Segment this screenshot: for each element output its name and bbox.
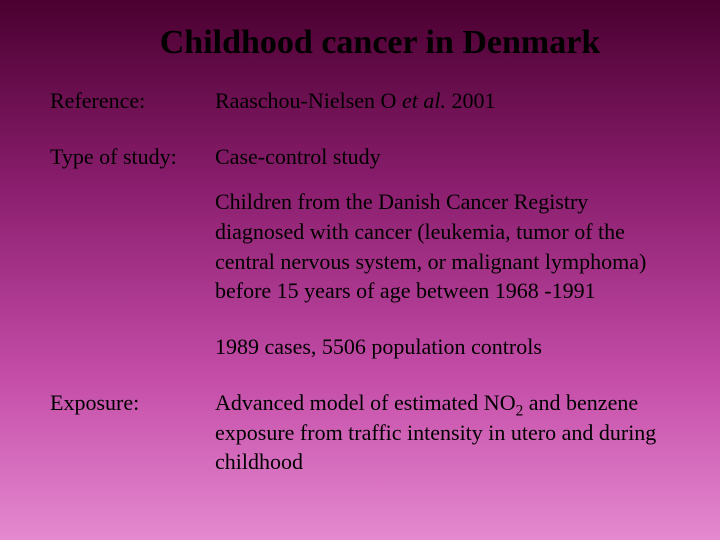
counts-row: 1989 cases, 5506 population controls — [50, 332, 680, 362]
reference-row: Reference: Raaschou-Nielsen O et al. 200… — [50, 86, 680, 116]
spacer — [50, 318, 680, 332]
type-of-study-row: Type of study: Case-control study — [50, 142, 680, 172]
reference-value: Raaschou-Nielsen O et al. 2001 — [215, 86, 680, 116]
reference-author: Raaschou-Nielsen O — [215, 88, 402, 113]
counts-value: 1989 cases, 5506 population controls — [215, 332, 680, 362]
description-value: Children from the Danish Cancer Registry… — [215, 187, 680, 306]
description-row: Children from the Danish Cancer Registry… — [50, 187, 680, 306]
type-of-study-label: Type of study: — [50, 142, 215, 172]
exposure-value: Advanced model of estimated NO2 and benz… — [215, 388, 680, 477]
slide-container: Childhood cancer in Denmark Reference: R… — [0, 0, 720, 509]
exposure-row: Exposure: Advanced model of estimated NO… — [50, 388, 680, 477]
exposure-pre: Advanced model of estimated NO — [215, 390, 516, 415]
reference-label: Reference: — [50, 86, 215, 116]
exposure-label: Exposure: — [50, 388, 215, 418]
type-of-study-value: Case-control study — [215, 142, 680, 172]
reference-etal: et al. — [402, 88, 446, 113]
slide-title: Childhood cancer in Denmark — [50, 24, 680, 62]
spacer — [50, 374, 680, 388]
spacer — [50, 128, 680, 142]
reference-year: 2001 — [446, 88, 496, 113]
